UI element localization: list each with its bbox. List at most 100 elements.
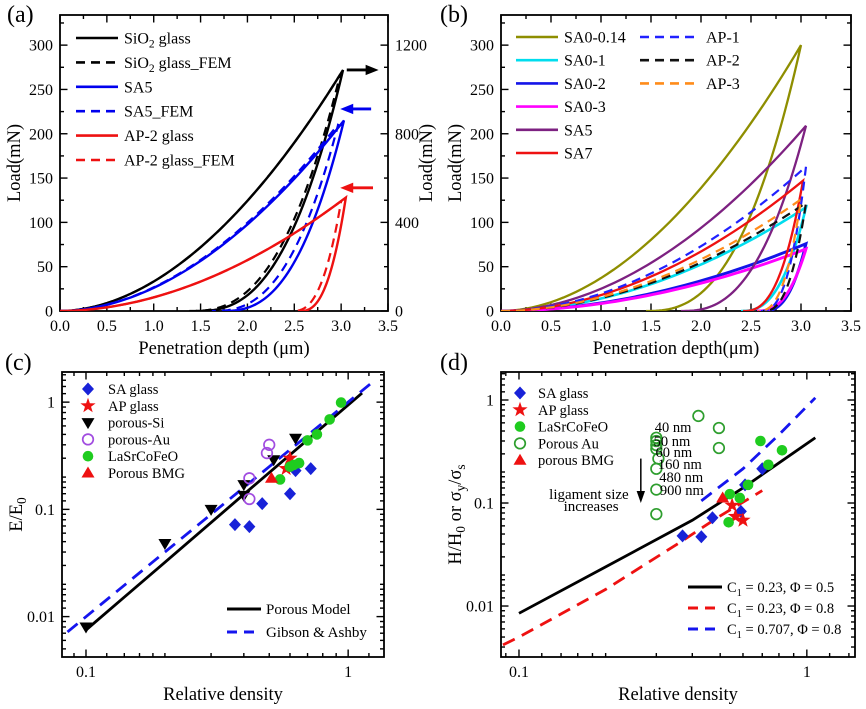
svg-text:Load(mN): Load(mN) xyxy=(5,124,25,202)
svg-text:1200: 1200 xyxy=(395,38,427,55)
svg-text:0.1: 0.1 xyxy=(76,664,96,681)
svg-text:H/H0 or σy/σs: H/H0 or σy/σs xyxy=(446,464,468,564)
panel-d-annotation: 50 nm xyxy=(654,434,691,450)
svg-text:0.1: 0.1 xyxy=(509,664,529,681)
panel-c-axes: 0.1 1 0.01 0.1 1 Relative density E/E0 xyxy=(7,371,385,705)
panel-d-scatter-4 xyxy=(716,491,730,503)
svg-text:1.5: 1.5 xyxy=(641,318,661,335)
svg-text:100: 100 xyxy=(470,215,494,232)
svg-text:LaSrCoFeO: LaSrCoFeO xyxy=(538,420,608,436)
panel-d-axes: 0.1 1 0.01 0.1 1 Relative density H/H0 or σy/σ… xyxy=(446,371,856,705)
svg-text:3.5: 3.5 xyxy=(378,318,398,335)
panel-a-data xyxy=(60,69,348,311)
panel-c-data xyxy=(66,382,372,634)
svg-text:Penetration depth(μm): Penetration depth(μm) xyxy=(593,339,760,359)
panel-d-annotation: 160 nm xyxy=(658,457,703,473)
svg-text:C1 = 0.23, Φ = 0.5: C1 = 0.23, Φ = 0.5 xyxy=(727,580,834,599)
svg-text:Load(mN): Load(mN) xyxy=(446,124,466,202)
panel-c: 0.1 1 0.01 0.1 1 Relative density E/E0 SA glass… xyxy=(7,371,385,705)
svg-text:SA0-1: SA0-1 xyxy=(564,53,606,70)
svg-text:SA7: SA7 xyxy=(564,146,592,163)
panel-c-line-legend: Porous Model Gibson & Ashby xyxy=(227,602,367,641)
panel-d-scatter-3 xyxy=(650,409,726,521)
svg-text:SA glass: SA glass xyxy=(538,386,589,402)
svg-text:SA0-2: SA0-2 xyxy=(564,76,606,93)
svg-text:C1 = 0.707, Φ = 0.8: C1 = 0.707, Φ = 0.8 xyxy=(727,622,841,641)
panel-d-scatter-1 xyxy=(724,497,751,527)
panel-a-curve-3 xyxy=(60,123,340,311)
panel-b: 0.0 0.5 1.0 1.5 2.0 2.5 3.0 3.5 0 50 100 150 200 250 3… xyxy=(446,14,861,359)
panel-c-tag: (c) xyxy=(5,350,32,376)
svg-text:400: 400 xyxy=(395,215,419,232)
panel-d-annotation: increases xyxy=(564,499,619,515)
svg-text:Load(mN): Load(mN) xyxy=(417,124,437,202)
svg-text:0: 0 xyxy=(395,304,403,321)
panel-d-annotation: 480 nm xyxy=(659,470,704,486)
svg-text:C1 = 0.23, Φ = 0.8: C1 = 0.23, Φ = 0.8 xyxy=(727,601,834,620)
svg-text:0.0: 0.0 xyxy=(50,318,70,335)
panel-b-curve-5 xyxy=(501,177,805,311)
panel-b-legend: SA0-0.14 SA0-1 SA0-2 SA0-3 SA5 SA7 AP-1 AP-2 AP-… xyxy=(516,30,740,163)
panel-d: 0.1 1 0.01 0.1 1 Relative density H/H0 or σy/σ… xyxy=(446,371,856,705)
svg-text:1.5: 1.5 xyxy=(191,318,211,335)
svg-text:0.5: 0.5 xyxy=(97,318,117,335)
svg-text:Relative density: Relative density xyxy=(163,685,283,705)
svg-text:porous-Si: porous-Si xyxy=(108,416,164,432)
svg-text:SiO2 glass_FEM: SiO2 glass_FEM xyxy=(124,55,232,75)
panel-d-line-legend: C1 = 0.23, Φ = 0.5 C1 = 0.23, Φ = 0.8 C1 =… xyxy=(688,580,841,641)
svg-text:3.5: 3.5 xyxy=(841,318,861,335)
svg-text:1.0: 1.0 xyxy=(144,318,164,335)
svg-text:AP glass: AP glass xyxy=(108,399,159,415)
svg-text:0.01: 0.01 xyxy=(466,599,494,616)
panel-a-curve-0 xyxy=(60,69,345,311)
svg-text:AP-1: AP-1 xyxy=(706,30,740,47)
svg-text:porous BMG: porous BMG xyxy=(538,453,615,469)
svg-text:AP-3: AP-3 xyxy=(706,76,740,93)
svg-text:0.0: 0.0 xyxy=(491,318,511,335)
svg-text:AP-2: AP-2 xyxy=(706,53,740,70)
panel-a-overlay: SiO2 glass SiO2 glass_FEM SA5 SA5_FEM AP-2 g… xyxy=(76,31,379,194)
svg-text:0: 0 xyxy=(486,304,494,321)
panel-d-line-2 xyxy=(700,396,817,502)
svg-text:AP-2 glass: AP-2 glass xyxy=(124,128,194,145)
panel-b-overlay: SA0-0.14 SA0-1 SA0-2 SA0-3 SA5 SA7 AP-1 AP-2 AP-… xyxy=(516,30,740,163)
panel-c-scatter-3 xyxy=(243,438,276,506)
panel-b-data xyxy=(501,44,809,311)
svg-text:0.1: 0.1 xyxy=(474,496,494,513)
svg-text:Relative density: Relative density xyxy=(618,685,738,705)
panel-c-scatter-4 xyxy=(274,397,347,485)
svg-text:1: 1 xyxy=(344,664,352,681)
svg-text:250: 250 xyxy=(470,82,494,99)
svg-text:SA glass: SA glass xyxy=(108,382,159,398)
panel-c-scatter-0 xyxy=(228,462,317,534)
svg-text:Porous Au: Porous Au xyxy=(538,436,599,452)
panel-a-legend: SiO2 glass SiO2 glass_FEM SA5 SA5_FEM AP-2 g… xyxy=(76,31,235,170)
panel-a-tag: (a) xyxy=(7,2,34,28)
svg-text:150: 150 xyxy=(29,171,53,188)
svg-text:1.0: 1.0 xyxy=(591,318,611,335)
svg-text:3.0: 3.0 xyxy=(791,318,811,335)
panel-d-annotation: ligament size xyxy=(549,487,629,503)
svg-text:2.5: 2.5 xyxy=(284,318,304,335)
svg-text:Gibson & Ashby: Gibson & Ashby xyxy=(266,625,367,641)
svg-text:2.5: 2.5 xyxy=(741,318,761,335)
panel-d-annotation: 40 nm xyxy=(655,420,692,436)
panel-d-data xyxy=(502,396,817,647)
svg-text:300: 300 xyxy=(29,38,53,55)
svg-text:0.01: 0.01 xyxy=(27,609,55,626)
svg-text:0: 0 xyxy=(45,304,53,321)
panel-d-annotation: 900 nm xyxy=(660,483,705,499)
panel-d-line-1 xyxy=(502,489,763,647)
svg-text:1: 1 xyxy=(803,664,811,681)
svg-text:SA0-3: SA0-3 xyxy=(564,99,606,116)
svg-text:1: 1 xyxy=(47,395,55,412)
svg-text:250: 250 xyxy=(29,82,53,99)
svg-text:Porous BMG: Porous BMG xyxy=(108,466,185,482)
svg-text:SiO2 glass: SiO2 glass xyxy=(124,31,191,51)
svg-text:LaSrCoFeO: LaSrCoFeO xyxy=(108,449,178,465)
svg-text:Porous Model: Porous Model xyxy=(266,602,351,618)
